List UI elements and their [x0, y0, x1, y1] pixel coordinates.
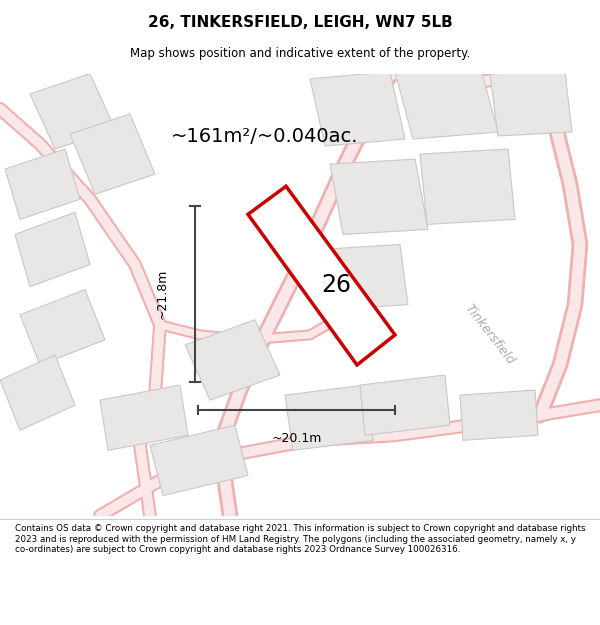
Polygon shape [310, 72, 405, 146]
Text: ~20.1m: ~20.1m [271, 432, 322, 446]
Polygon shape [5, 149, 80, 219]
Text: Contains OS data © Crown copyright and database right 2021. This information is : Contains OS data © Crown copyright and d… [15, 524, 586, 554]
Polygon shape [248, 186, 395, 365]
Polygon shape [395, 66, 498, 139]
Polygon shape [150, 425, 248, 496]
Polygon shape [285, 385, 373, 451]
Polygon shape [360, 375, 450, 435]
Polygon shape [320, 244, 408, 310]
Polygon shape [420, 149, 515, 224]
Polygon shape [70, 114, 155, 194]
Polygon shape [185, 320, 280, 400]
Polygon shape [0, 355, 75, 430]
Text: ~161m²/~0.040ac.: ~161m²/~0.040ac. [171, 126, 359, 146]
Text: 26, TINKERSFIELD, LEIGH, WN7 5LB: 26, TINKERSFIELD, LEIGH, WN7 5LB [148, 14, 452, 29]
Polygon shape [100, 385, 188, 451]
Polygon shape [30, 74, 115, 149]
Polygon shape [20, 289, 105, 365]
Text: ~21.8m: ~21.8m [155, 269, 169, 319]
Polygon shape [460, 390, 538, 440]
Polygon shape [15, 213, 90, 287]
Text: Map shows position and indicative extent of the property.: Map shows position and indicative extent… [130, 47, 470, 59]
Text: Tinkersfield: Tinkersfield [463, 302, 517, 368]
Text: 26: 26 [322, 273, 352, 297]
Polygon shape [330, 159, 428, 234]
Polygon shape [490, 72, 572, 136]
